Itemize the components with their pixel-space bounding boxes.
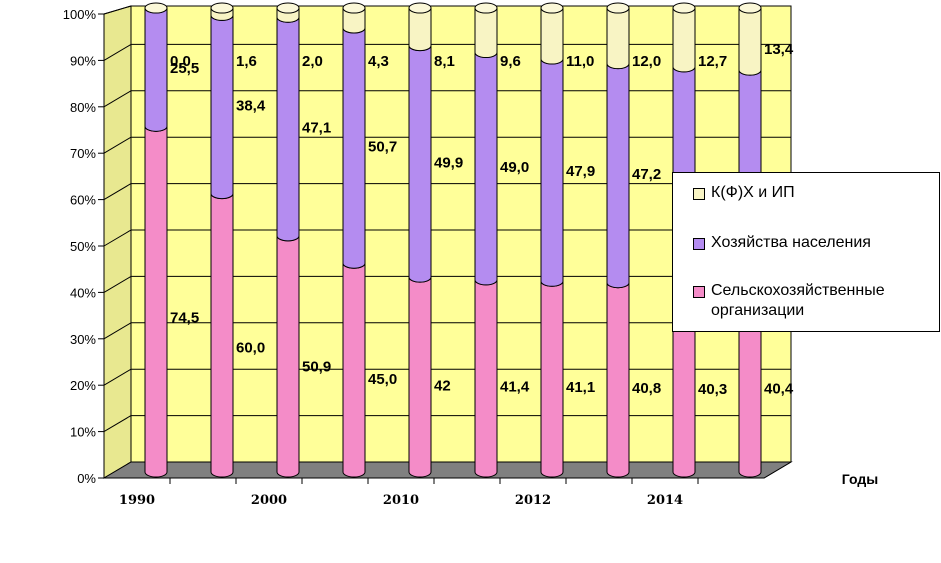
y-tick-label: 80%	[70, 100, 96, 115]
bar-segment-2	[606, 7, 630, 70]
bar-segment-2	[540, 7, 564, 65]
bar-segment-1	[342, 27, 366, 269]
y-tick-label: 100%	[63, 7, 97, 22]
legend-item-households: Хозяйства населения	[693, 233, 871, 253]
y-tick-label: 60%	[70, 193, 96, 208]
data-label-s1: 50,7	[368, 139, 397, 156]
bar-segment-0	[210, 193, 234, 478]
plot-side-wall	[103, 5, 132, 479]
data-label-s0: 41,1	[566, 379, 595, 396]
bar-segment-1	[606, 63, 630, 289]
bar-segment-1	[474, 52, 498, 286]
data-label-s0: 42	[434, 377, 451, 394]
data-label-s2: 4,3	[368, 53, 389, 70]
y-tick-label: 20%	[70, 378, 96, 393]
y-tick-label: 10%	[70, 425, 96, 440]
legend-label-households: Хозяйства населения	[711, 234, 871, 251]
data-label-s2: 0,0	[170, 53, 191, 70]
data-label-s2: 12,7	[698, 53, 727, 70]
bar-segment-1	[276, 17, 300, 242]
bar-top-cap	[342, 2, 366, 14]
bar-top-cap	[738, 2, 762, 14]
x-tick-label: 2000	[251, 493, 287, 508]
legend-label-kfh: К(Ф)Х и ИП	[711, 184, 795, 201]
data-label-s2: 8,1	[434, 53, 455, 70]
bar-segment-1	[540, 58, 564, 287]
gridline-side	[103, 5, 132, 15]
gridline-side	[103, 368, 132, 386]
gridline-side	[103, 136, 132, 154]
y-tick-label: 40%	[70, 285, 96, 300]
data-label-s2: 12,0	[632, 53, 661, 70]
data-label-s2: 11,0	[566, 53, 594, 70]
bar-segment-2	[474, 7, 498, 59]
data-label-s0: 41,4	[500, 379, 530, 396]
gridline-side	[103, 183, 132, 201]
bar-segment-1	[210, 15, 234, 200]
legend-swatch-agri-orgs	[693, 286, 705, 298]
data-label-s0: 45,0	[368, 371, 397, 388]
legend-label-agri-orgs: Сельскохозяйственные организации	[711, 282, 885, 319]
bar-segment-1	[144, 7, 168, 132]
bar-segment-0	[606, 282, 630, 478]
bar-top-cap	[672, 2, 696, 14]
gridline-side	[103, 275, 132, 293]
data-label-s0: 40,8	[632, 380, 661, 397]
data-label-s1: 49,0	[500, 159, 529, 176]
gridline-side	[103, 415, 132, 433]
data-label-s2: 9,6	[500, 53, 521, 70]
bar-segment-0	[276, 235, 300, 478]
x-tick-label: 2010	[383, 493, 419, 508]
bar-segment-0	[144, 126, 168, 478]
bar-top-cap	[474, 2, 498, 14]
data-label-s1: 47,9	[566, 163, 595, 180]
gridline-side	[103, 322, 132, 340]
bar-top-cap	[144, 2, 168, 14]
bar-top-cap	[276, 2, 300, 14]
x-axis-title: Годы	[842, 471, 878, 487]
y-tick-label: 30%	[70, 332, 96, 347]
x-tick-label: 2014	[647, 493, 683, 508]
data-label-s0: 60,0	[236, 340, 265, 357]
bar-segment-0	[408, 277, 432, 478]
legend-swatch-households	[693, 238, 705, 250]
bar-segment-1	[408, 45, 432, 283]
bar-top-cap	[210, 2, 234, 14]
data-label-s1: 38,4	[236, 98, 266, 115]
data-label-s0: 74,5	[170, 309, 199, 326]
data-label-s2: 1,6	[236, 53, 257, 70]
x-tick-label: 2012	[515, 493, 551, 508]
chart-legend: К(Ф)Х и ИП Хозяйства населения Сельскохо…	[672, 172, 940, 332]
legend-item-agri-orgs: Сельскохозяйственные организации	[693, 281, 923, 321]
gridline-side	[103, 43, 132, 61]
legend-swatch-kfh	[693, 188, 705, 200]
bar-segment-0	[474, 279, 498, 478]
gridline-side	[103, 90, 132, 108]
y-tick-label: 70%	[70, 146, 96, 161]
data-label-s1: 47,1	[302, 120, 331, 137]
data-label-s1: 25,5	[170, 60, 199, 77]
y-tick-label: 90%	[70, 53, 96, 68]
bar-segment-2	[738, 7, 762, 76]
x-tick-label: 1990	[119, 493, 155, 508]
bar-segment-2	[672, 7, 696, 73]
data-label-s1: 49,9	[434, 154, 463, 171]
data-label-s0: 50,9	[302, 359, 331, 376]
gridline-side	[103, 229, 132, 247]
bar-segment-2	[408, 7, 432, 52]
bar-segment-0	[540, 281, 564, 478]
y-tick-label: 0%	[77, 471, 96, 486]
bar-top-cap	[408, 2, 432, 14]
bar-top-cap	[540, 2, 564, 14]
data-label-s0: 40,4	[764, 381, 794, 398]
legend-item-kfh: К(Ф)Х и ИП	[693, 183, 795, 203]
data-label-s1: 47,2	[632, 166, 661, 183]
y-tick-label: 50%	[70, 239, 96, 254]
bar-segment-0	[342, 263, 366, 478]
bar-top-cap	[606, 2, 630, 14]
data-label-s2: 13,4	[764, 41, 794, 58]
data-label-s2: 2,0	[302, 53, 323, 70]
data-label-s0: 40,3	[698, 381, 727, 398]
